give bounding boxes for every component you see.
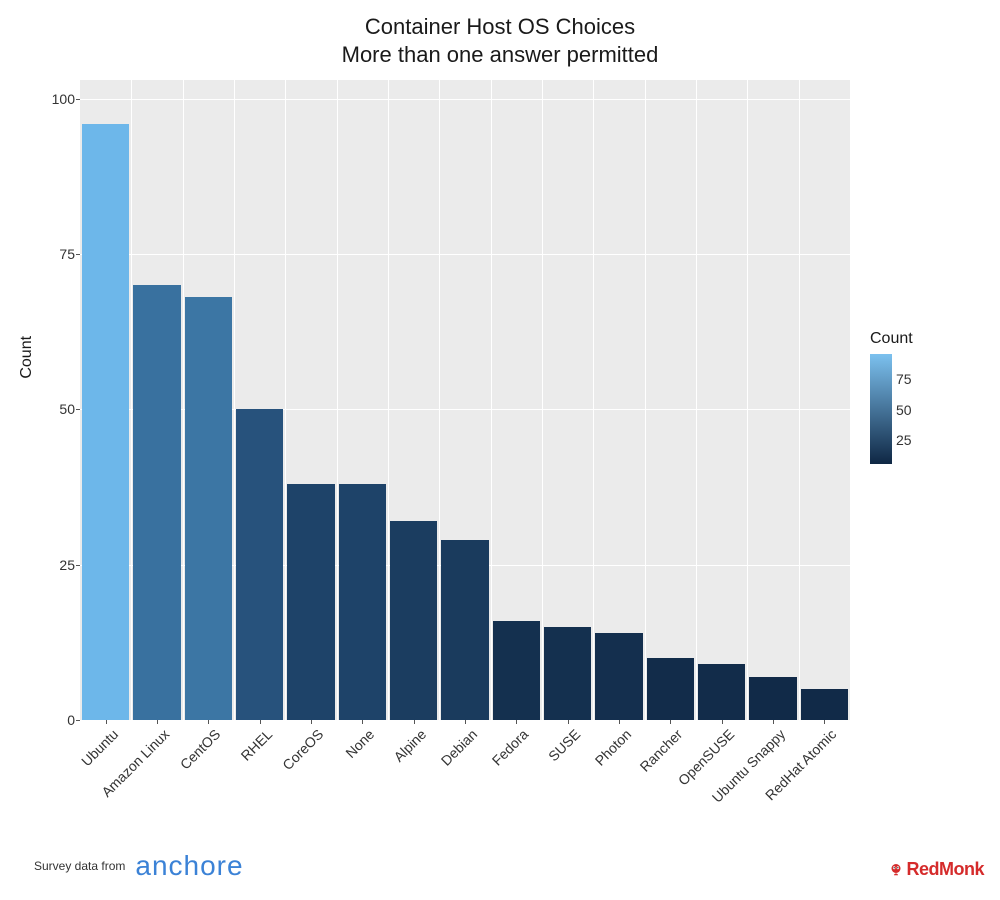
x-tick-mark (516, 720, 517, 724)
bar (544, 627, 591, 720)
bar (441, 540, 488, 720)
y-tick-mark (76, 254, 80, 255)
bar (236, 409, 283, 720)
bar (185, 297, 232, 720)
gridline-v (593, 80, 594, 720)
x-tick-mark (157, 720, 158, 724)
legend-tick-label: 75 (896, 371, 912, 387)
gridline-v (285, 80, 286, 720)
gridline-v (337, 80, 338, 720)
x-tick-mark (670, 720, 671, 724)
y-tick-label: 100 (25, 91, 75, 107)
x-tick-mark (311, 720, 312, 724)
redmonk-logo-text: RedMonk (907, 859, 985, 880)
gridline-v (747, 80, 748, 720)
legend: Count 255075 (870, 330, 980, 464)
x-tick-mark (362, 720, 363, 724)
y-axis-label: Count (18, 336, 36, 379)
legend-tick-label: 50 (896, 402, 912, 418)
anchore-logo: anchore (135, 850, 243, 882)
bar (133, 285, 180, 720)
x-tick-mark (465, 720, 466, 724)
gridline-v (491, 80, 492, 720)
bar (647, 658, 694, 720)
gridline-v (542, 80, 543, 720)
x-tick-mark (414, 720, 415, 724)
gridline-v (696, 80, 697, 720)
y-tick-mark (76, 99, 80, 100)
x-tick-mark (106, 720, 107, 724)
bar (595, 633, 642, 720)
gridline-h (80, 99, 850, 100)
gridline-v (439, 80, 440, 720)
legend-title: Count (870, 330, 980, 348)
x-tick-mark (722, 720, 723, 724)
gridline-v (799, 80, 800, 720)
survey-data-label: Survey data from (34, 859, 125, 873)
plot-panel (80, 80, 850, 720)
bar (801, 689, 848, 720)
chart-title-line1: Container Host OS Choices (0, 14, 1000, 40)
y-tick-label: 25 (25, 557, 75, 573)
x-tick-mark (824, 720, 825, 724)
bar (390, 521, 437, 720)
x-tick-mark (260, 720, 261, 724)
bar (493, 621, 540, 720)
gridline-v (645, 80, 646, 720)
gridline-v (131, 80, 132, 720)
y-tick-label: 75 (25, 246, 75, 262)
redmonk-icon (887, 861, 905, 879)
bar (82, 124, 129, 721)
footer-right: RedMonk (887, 859, 985, 880)
y-tick-label: 50 (25, 401, 75, 417)
legend-gradient: 255075 (870, 354, 892, 464)
gridline-v (388, 80, 389, 720)
x-tick-mark (568, 720, 569, 724)
bar (339, 484, 386, 720)
bar (749, 677, 796, 720)
footer-left: Survey data from anchore (34, 850, 244, 882)
y-tick-label: 0 (25, 712, 75, 728)
y-tick-mark (76, 565, 80, 566)
x-tick-mark (208, 720, 209, 724)
y-tick-mark (76, 409, 80, 410)
gridline-v (183, 80, 184, 720)
y-tick-mark (76, 720, 80, 721)
x-tick-mark (773, 720, 774, 724)
chart-title-line2: More than one answer permitted (0, 42, 1000, 68)
gridline-h (80, 254, 850, 255)
bar (287, 484, 334, 720)
gridline-v (234, 80, 235, 720)
legend-tick-label: 25 (896, 432, 912, 448)
bar (698, 664, 745, 720)
x-tick-mark (619, 720, 620, 724)
